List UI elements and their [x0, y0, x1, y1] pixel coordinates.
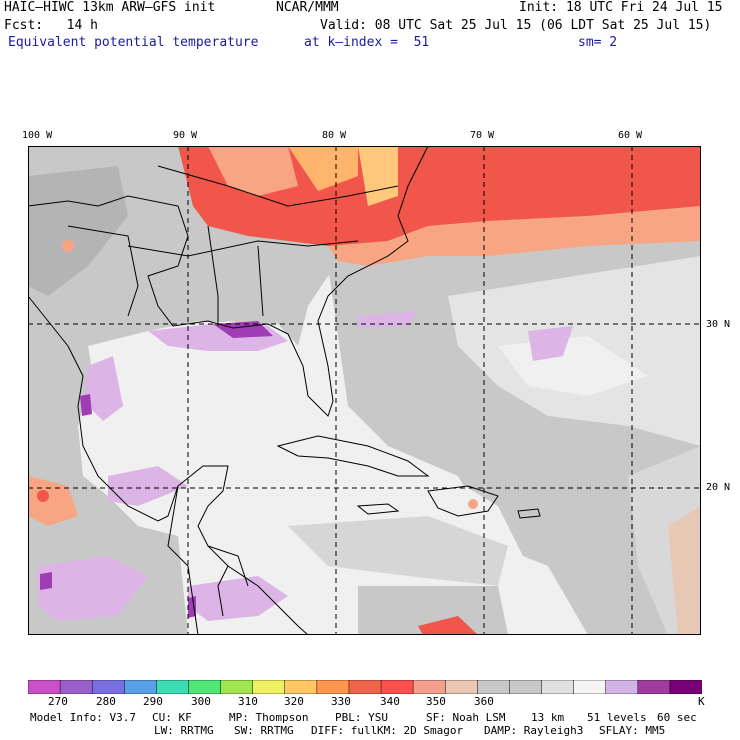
colorbar-swatch — [348, 680, 382, 694]
land-gray — [28, 146, 701, 635]
colorbar-swatch — [380, 680, 414, 694]
colorbar-swatch — [669, 680, 702, 694]
forecast-hour: Fcst: 14 h — [4, 18, 98, 33]
mexico-coastline — [28, 295, 309, 635]
colorbar-swatch — [637, 680, 671, 694]
colorbar-tick-label: 310 — [238, 695, 258, 708]
colorbar-swatch — [220, 680, 254, 694]
footer-cu: CU: KF — [152, 711, 192, 724]
lat-label-20n: 20 N — [706, 482, 731, 493]
gulf-coastline — [28, 146, 429, 417]
colorbar-tick-label: 330 — [331, 695, 351, 708]
footer-km: KM: 2D Smagor — [377, 724, 464, 737]
colorbar-tick-label: 360 — [474, 695, 494, 708]
colorbar — [28, 680, 702, 694]
colorbar-swatch — [412, 680, 446, 694]
gulf-light — [88, 321, 328, 496]
colorbar-swatch — [124, 680, 158, 694]
init-time: Init: 18 UTC Fri 24 Jul 15 — [519, 0, 723, 15]
footer-timestep: 60 sec — [657, 711, 697, 724]
cuba-coastline — [276, 435, 430, 477]
field-name: Equivalent potential temperature — [8, 35, 259, 50]
footer-levels: 51 levels — [587, 711, 647, 724]
footer-sf: SF: Noah LSM — [426, 711, 506, 724]
colorbar-swatch — [509, 680, 543, 694]
colorbar-swatch — [59, 680, 93, 694]
colorbar-tick-label: 290 — [143, 695, 163, 708]
smoothing-label: sm= 2 — [578, 35, 618, 50]
footer-model-info: Model Info: V3.7 — [30, 711, 136, 724]
colorbar-swatch — [188, 680, 222, 694]
level-label: at k–index = 51 — [304, 35, 430, 50]
center-label: NCAR/MMM — [276, 0, 339, 15]
model-title: HAIC–HIWC 13km ARW–GFS init — [4, 0, 216, 15]
colorbar-swatch — [284, 680, 318, 694]
colorbar-tick-label: 350 — [426, 695, 446, 708]
footer-sw: SW: RRTMG — [234, 724, 294, 737]
colorbar-tick-label: 280 — [96, 695, 116, 708]
colorbar-swatch — [252, 680, 286, 694]
colorbar-tick-label: 320 — [284, 695, 304, 708]
colorbar-tick-label: 340 — [380, 695, 400, 708]
footer-diff: DIFF: full — [311, 724, 378, 737]
footer-lw: LW: RRTMG — [154, 724, 214, 737]
valid-time: Valid: 08 UTC Sat 25 Jul 15 (06 LDT Sat … — [320, 18, 712, 33]
lon-label-100w: 100 W — [22, 130, 53, 141]
colorbar-swatch — [156, 680, 190, 694]
colorbar-swatch — [605, 680, 639, 694]
lat-label-30n: 30 N — [706, 319, 731, 330]
colorbar-swatch — [91, 680, 126, 694]
lon-label-60w: 60 W — [618, 130, 643, 141]
lon-label-70w: 70 W — [470, 130, 495, 141]
colorbar-tick-label: 270 — [48, 695, 68, 708]
colorbar-swatch — [28, 680, 61, 694]
colorbar-swatch — [477, 680, 511, 694]
footer-pbl: PBL: YSU — [335, 711, 388, 724]
colorbar-swatch — [573, 680, 607, 694]
hispaniola-coastline — [427, 485, 499, 517]
lon-label-90w: 90 W — [173, 130, 198, 141]
theta-e-map — [28, 146, 701, 635]
colorbar-swatch — [316, 680, 350, 694]
colorbar-swatch — [541, 680, 575, 694]
lon-label-80w: 80 W — [322, 130, 347, 141]
colorbar-unit-label: K — [698, 695, 705, 708]
colorbar-tick-label: 300 — [191, 695, 211, 708]
footer-mp: MP: Thompson — [229, 711, 309, 724]
colorbar-swatch — [444, 680, 479, 694]
footer-res: 13 km — [531, 711, 565, 724]
footer-damp: DAMP: Rayleigh3 — [484, 724, 584, 737]
footer-sflay: SFLAY: MM5 — [599, 724, 666, 737]
